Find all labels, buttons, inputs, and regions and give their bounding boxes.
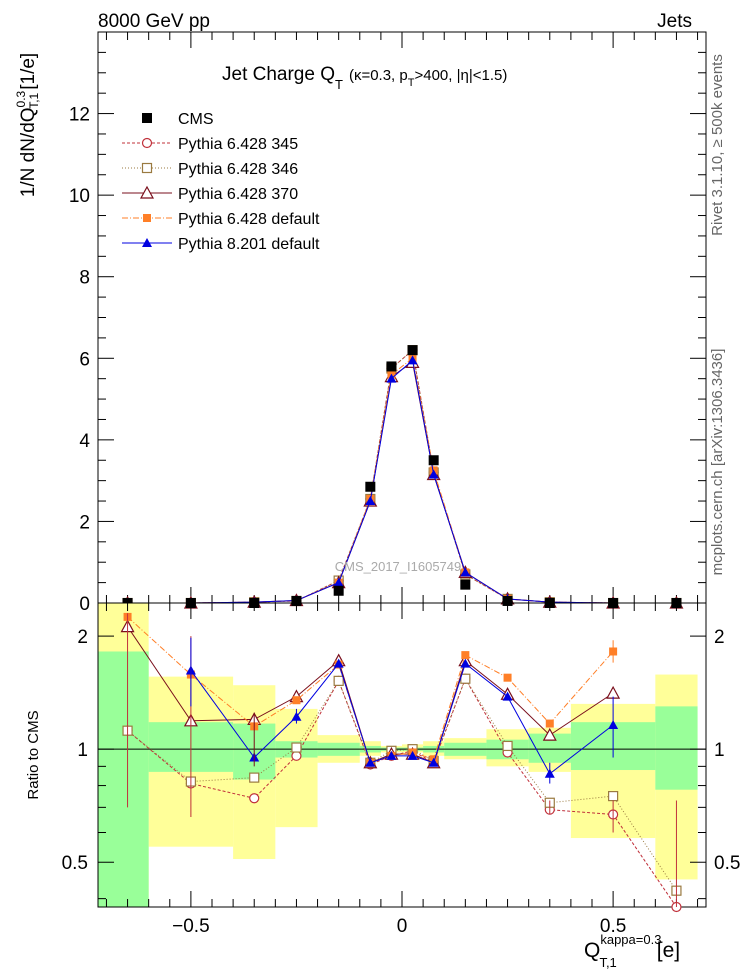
y-tick-label: 6 — [79, 349, 90, 370]
ratio-y-tick-label: 1 — [77, 740, 88, 761]
legend-label-cms: CMS — [178, 111, 214, 128]
top-y-label-sup: 0.3 — [14, 90, 28, 107]
main-panel: 0 2 4 6 8 10 12 — [69, 31, 707, 615]
series-point-4 — [407, 355, 418, 365]
y-tick-label: 2 — [79, 512, 90, 533]
x-tick-label: 0 — [397, 916, 408, 937]
chart-title-main: Jet Charge Q — [222, 64, 335, 85]
chart-title-detail-tail: >400, |η|<1.5) — [414, 67, 507, 84]
ratio-point-1 — [333, 675, 344, 686]
header-energy: 8000 GeV pp — [98, 11, 210, 32]
rivet-info: Rivet 3.1.10, ≥ 500k events — [709, 54, 726, 236]
ratio-point-4 — [333, 658, 344, 668]
cms-data-point — [428, 455, 439, 466]
series-point-4 — [460, 567, 471, 577]
top-y-label-main: 1/N dN/dQ — [18, 107, 39, 197]
y-tick-label: 0 — [79, 594, 90, 615]
ratio-point-2 — [542, 727, 557, 741]
series-point-4 — [333, 577, 344, 587]
series-point-4 — [428, 469, 439, 479]
legend-label-3: Pythia 6.428 default — [178, 211, 320, 228]
y-tick-label: 8 — [79, 268, 90, 289]
series-line-4 — [127, 359, 677, 604]
ratio-panel: 0.5 0.5 1 1 2 2 −0.5 0 0.5 — [62, 602, 740, 937]
top-y-label-unit: [1/e] — [18, 53, 39, 90]
ratio-point-3 — [503, 673, 512, 682]
top-y-axis-label: 1/N dN/dQ0.3T,1 [1/e] — [14, 53, 41, 197]
ratio-line-0 — [127, 677, 677, 908]
x-label-sup: kappa=0.3 — [600, 932, 661, 947]
x-tick-label: 0.5 — [600, 916, 626, 937]
y-tick-label: 10 — [69, 186, 90, 207]
x-axis-label: Qkappa=0.3 T,1 [e] — [584, 932, 680, 970]
ratio-point-2 — [606, 685, 621, 699]
cms-data-point — [291, 595, 302, 606]
legend-marker-4 — [142, 238, 152, 247]
legend-marker-0 — [141, 137, 153, 149]
ratio-band-stat — [98, 651, 149, 907]
legend-label-2: Pythia 6.428 370 — [178, 186, 298, 203]
legend-label-4: Pythia 8.201 default — [178, 236, 320, 253]
ratio-point-4 — [386, 750, 397, 760]
legend-marker-2 — [139, 185, 155, 199]
y-tick-label: 12 — [69, 105, 90, 126]
x-label-main: Q — [584, 939, 600, 962]
ratio-point-1 — [460, 673, 471, 684]
ratio-line-1 — [127, 677, 677, 891]
legend-label-1: Pythia 6.428 346 — [178, 161, 298, 178]
top-y-label-sub: T,1 — [27, 92, 41, 108]
legend: CMS Pythia 6.428 345 Pythia 6.428 346 Pythi… — [122, 111, 320, 253]
analysis-watermark: CMS_2017_I1605749 — [335, 559, 462, 574]
cms-data-point — [460, 579, 471, 590]
chart-title-detail-sub: T — [408, 77, 415, 89]
ratio-point-3 — [461, 651, 470, 660]
series-point-4 — [386, 373, 397, 383]
ratio-point-0 — [249, 793, 260, 804]
ratio-point-1 — [608, 790, 619, 802]
ratio-point-1 — [502, 740, 513, 752]
x-label-unit: [e] — [657, 939, 680, 962]
ratio-y-axis-label: Ratio to CMS — [25, 710, 42, 799]
ratio-point-3 — [292, 696, 301, 705]
x-label-sub: T,1 — [599, 955, 616, 970]
source-info: mcplots.cern.ch [arXiv:1306.3436] — [709, 349, 726, 576]
cms-data-point — [333, 585, 344, 596]
ratio-point-0 — [291, 750, 302, 761]
legend-label-0: Pythia 6.428 345 — [178, 136, 298, 153]
cms-data-point — [502, 595, 513, 606]
ratio-y-tick-label-right: 2 — [714, 627, 725, 648]
cms-data-point — [407, 345, 418, 356]
ratio-point-3 — [545, 719, 554, 728]
legend-marker-3 — [143, 214, 151, 222]
ratio-line-4 — [190, 662, 614, 775]
ratio-y-tick-label-right: 0.5 — [714, 853, 740, 874]
header-category: Jets — [657, 11, 692, 32]
ratio-point-4 — [428, 757, 439, 767]
ratio-band-total — [275, 708, 318, 828]
ratio-y-tick-label: 2 — [77, 627, 88, 648]
cms-data-point — [386, 361, 397, 372]
ratio-y-tick-label: 0.5 — [62, 853, 88, 874]
ratio-band-stat — [655, 706, 698, 790]
cms-data-point — [365, 481, 376, 492]
chart-title-detail: (κ=0.3, p — [349, 67, 408, 84]
chart-title: Jet Charge QT(κ=0.3, pT>400, |η|<1.5) — [222, 64, 507, 92]
ratio-point-1 — [291, 742, 302, 753]
ratio-point-1 — [249, 772, 260, 783]
y-tick-label: 4 — [79, 431, 90, 452]
legend-marker-1 — [141, 162, 153, 174]
ratio-point-4 — [407, 750, 418, 760]
ratio-point-4 — [365, 757, 376, 767]
ratio-y-tick-label-right: 1 — [714, 740, 725, 761]
x-tick-label: −0.5 — [172, 916, 210, 937]
ratio-point-4 — [502, 691, 513, 701]
legend-marker-cms — [142, 113, 152, 123]
chart-title-sub: T — [335, 77, 343, 92]
ratio-point-4 — [460, 658, 471, 668]
series-point-4 — [365, 496, 376, 506]
